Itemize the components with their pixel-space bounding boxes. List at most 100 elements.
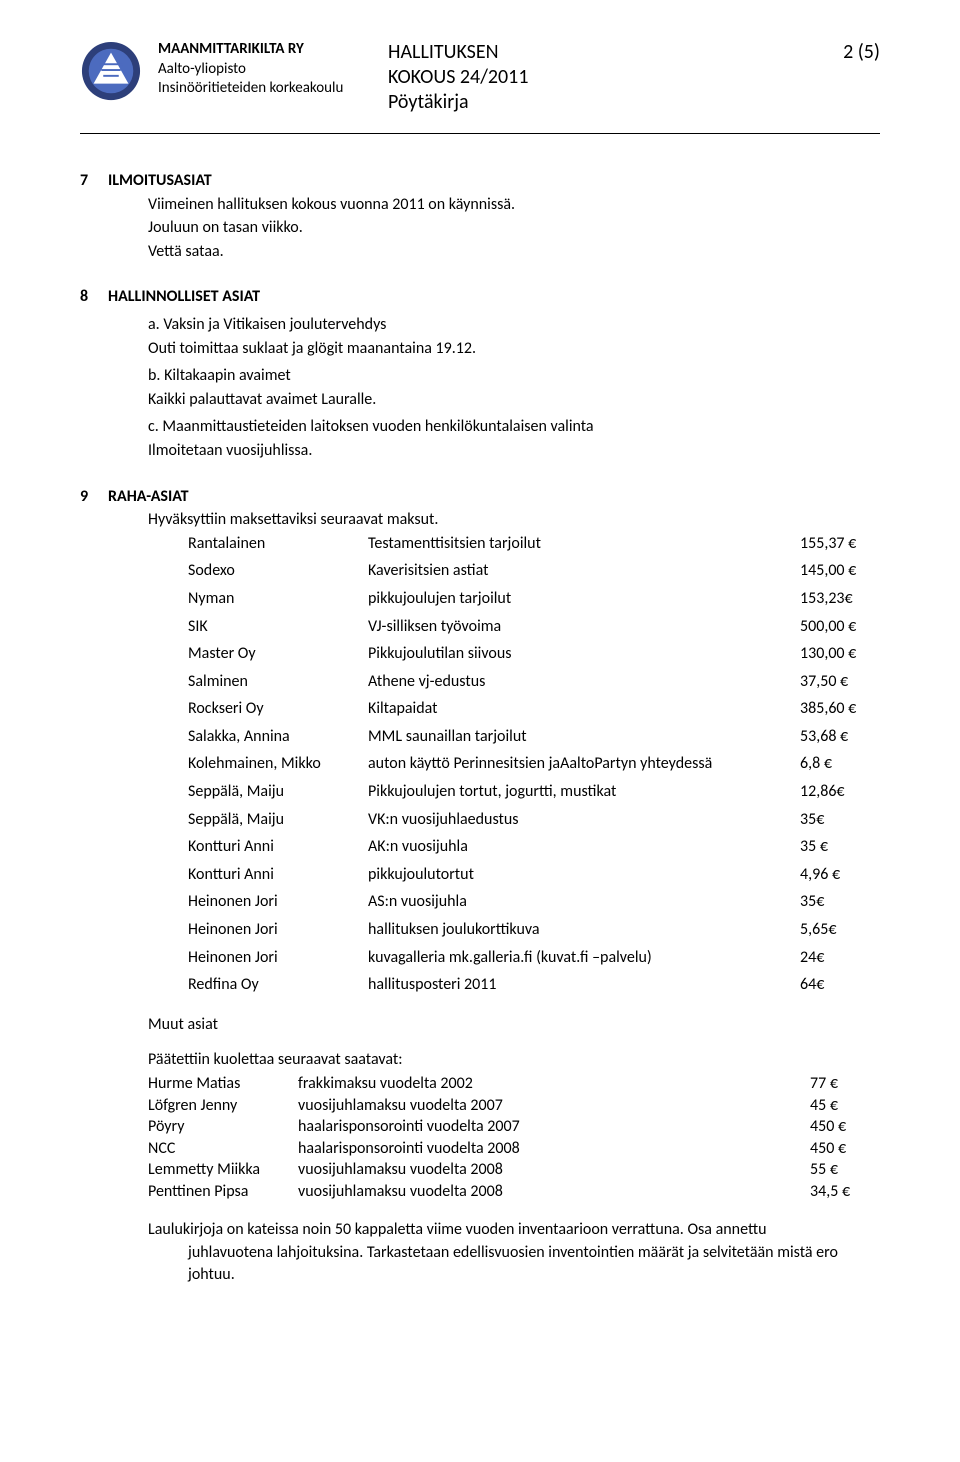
payment-row: SIKVJ-silliksen työvoima500,00 €	[188, 616, 880, 638]
section-7-line: Vettä sataa.	[148, 241, 880, 263]
payment-amount: 24€	[800, 947, 880, 969]
payment-payee: Heinonen Jori	[188, 947, 368, 969]
section-8-number: 8	[80, 286, 108, 463]
payment-description: auton käyttö Perinnesitsien jaAaltoParty…	[368, 753, 800, 775]
muut-asiat-label: Muut asiat	[148, 1014, 880, 1036]
section-7-title: ILMOITUSASIAT	[108, 170, 880, 192]
receivable-description: vuosijuhlamaksu vuodelta 2007	[298, 1095, 810, 1117]
payment-description: Pikkujoulujen tortut, jogurtti, mustikat	[368, 781, 800, 803]
payment-row: RantalainenTestamenttisitsien tarjoilut1…	[188, 533, 880, 555]
payment-row: Salakka, AnninaMML saunaillan tarjoilut5…	[188, 726, 880, 748]
receivable-row: Penttinen Pipsavuosijuhlamaksu vuodelta …	[148, 1181, 880, 1203]
payment-row: Heinonen JoriAS:n vuosijuhla35€	[188, 891, 880, 913]
payment-row: Heinonen Jorikuvagalleria mk.galleria.fi…	[188, 947, 880, 969]
section-8c-label: c. Maanmittaustieteiden laitoksen vuoden…	[148, 416, 880, 438]
payment-amount: 155,37 €	[800, 533, 880, 555]
payment-amount: 500,00 €	[800, 616, 880, 638]
payment-description: hallituksen joulukorttikuva	[368, 919, 800, 941]
payment-row: Heinonen Jorihallituksen joulukorttikuva…	[188, 919, 880, 941]
organization-line3: Insinööritieteiden korkeakoulu	[158, 79, 388, 99]
payment-payee: Salakka, Annina	[188, 726, 368, 748]
meeting-block: HALLITUKSEN KOKOUS 24/2011 Pöytäkirja	[388, 40, 608, 115]
receivable-debtor: Penttinen Pipsa	[148, 1181, 298, 1203]
organization-name: MAANMITTARIKILTA RY	[158, 40, 388, 60]
payment-description: Testamenttisitsien tarjoilut	[368, 533, 800, 555]
payment-amount: 64€	[800, 974, 880, 996]
payment-amount: 5,65€	[800, 919, 880, 941]
closing-line2: juhlavuotena lahjoituksina. Tarkastetaan…	[188, 1242, 880, 1285]
section-8b-label: b. Kiltakaapin avaimet	[148, 365, 880, 387]
payment-row: Master OyPikkujoulutilan siivous130,00 €	[188, 643, 880, 665]
section-7-number: 7	[80, 170, 108, 264]
receivable-amount: 450 €	[810, 1116, 880, 1138]
receivable-description: vuosijuhlamaksu vuodelta 2008	[298, 1181, 810, 1203]
payment-row: SodexoKaverisitsien astiat145,00 €	[188, 560, 880, 582]
receivables-table: Hurme Matiasfrakkimaksu vuodelta 200277 …	[148, 1073, 880, 1203]
receivable-row: Lemmetty Miikkavuosijuhlamaksu vuodelta …	[148, 1159, 880, 1181]
organization-logo-icon	[80, 40, 142, 102]
page: MAANMITTARIKILTA RY Aalto-yliopisto Insi…	[0, 0, 960, 1462]
payment-amount: 53,68 €	[800, 726, 880, 748]
section-9-title: RAHA-ASIAT	[108, 486, 880, 508]
payment-row: Kontturi AnniAK:n vuosijuhla35 €	[188, 836, 880, 858]
section-8-body: HALLINNOLLISET ASIAT a. Vaksin ja Vitika…	[108, 286, 880, 463]
organization-line2: Aalto-yliopisto	[158, 60, 388, 80]
section-7: 7 ILMOITUSASIAT Viimeinen hallituksen ko…	[80, 170, 880, 264]
payment-row: Rockseri OyKiltapaidat385,60 €	[188, 698, 880, 720]
receivable-amount: 77 €	[810, 1073, 880, 1095]
payment-row: SalminenAthene vj-edustus37,50 €	[188, 671, 880, 693]
payment-description: Kiltapaidat	[368, 698, 800, 720]
payment-amount: 4,96 €	[800, 864, 880, 886]
payment-amount: 35€	[800, 809, 880, 831]
receivable-row: NCChaalarisponsorointi vuodelta 2008450 …	[148, 1138, 880, 1160]
meeting-line3: Pöytäkirja	[388, 90, 608, 115]
section-9-intro: Hyväksyttiin maksettaviksi seuraavat mak…	[148, 509, 880, 531]
receivable-description: haalarisponsorointi vuodelta 2008	[298, 1138, 810, 1160]
section-8-title: HALLINNOLLISET ASIAT	[108, 286, 880, 308]
receivable-debtor: Lemmetty Miikka	[148, 1159, 298, 1181]
payment-payee: Master Oy	[188, 643, 368, 665]
payment-amount: 145,00 €	[800, 560, 880, 582]
payment-description: kuvagalleria mk.galleria.fi (kuvat.fi –p…	[368, 947, 800, 969]
section-8: 8 HALLINNOLLISET ASIAT a. Vaksin ja Viti…	[80, 286, 880, 463]
receivable-row: Pöyryhaalarisponsorointi vuodelta 200745…	[148, 1116, 880, 1138]
section-7-body: ILMOITUSASIAT Viimeinen hallituksen koko…	[108, 170, 880, 264]
header-rule	[80, 133, 880, 134]
payment-description: pikkujoulujen tarjoilut	[368, 588, 800, 610]
section-9: 9 RAHA-ASIAT Hyväksyttiin maksettaviksi …	[80, 486, 880, 1288]
receivable-debtor: Pöyry	[148, 1116, 298, 1138]
document-header: MAANMITTARIKILTA RY Aalto-yliopisto Insi…	[80, 40, 880, 115]
receivable-amount: 55 €	[810, 1159, 880, 1181]
payment-amount: 37,50 €	[800, 671, 880, 693]
payment-amount: 12,86€	[800, 781, 880, 803]
payment-amount: 153,23€	[800, 588, 880, 610]
section-9-body: RAHA-ASIAT Hyväksyttiin maksettaviksi se…	[108, 486, 880, 1288]
payment-amount: 130,00 €	[800, 643, 880, 665]
payment-description: MML saunaillan tarjoilut	[368, 726, 800, 748]
payment-payee: Rantalainen	[188, 533, 368, 555]
payment-row: Kolehmainen, Mikkoauton käyttö Perinnesi…	[188, 753, 880, 775]
payment-payee: Rockseri Oy	[188, 698, 368, 720]
payment-payee: Kontturi Anni	[188, 836, 368, 858]
receivable-amount: 34,5 €	[810, 1181, 880, 1203]
payment-payee: Seppälä, Maiju	[188, 809, 368, 831]
receivable-debtor: Hurme Matias	[148, 1073, 298, 1095]
payment-payee: Kontturi Anni	[188, 864, 368, 886]
section-8a-label: a. Vaksin ja Vitikaisen joulutervehdys	[148, 314, 880, 336]
payment-description: hallitusposteri 2011	[368, 974, 800, 996]
receivable-debtor: Löfgren Jenny	[148, 1095, 298, 1117]
receivable-amount: 45 €	[810, 1095, 880, 1117]
section-8b-line: Kaikki palauttavat avaimet Lauralle.	[148, 389, 880, 411]
payment-description: Pikkujoulutilan siivous	[368, 643, 800, 665]
receivable-row: Löfgren Jennyvuosijuhlamaksu vuodelta 20…	[148, 1095, 880, 1117]
payment-description: AK:n vuosijuhla	[368, 836, 800, 858]
meeting-line1: HALLITUKSEN	[388, 40, 608, 65]
payment-description: AS:n vuosijuhla	[368, 891, 800, 913]
payment-payee: Salminen	[188, 671, 368, 693]
section-8c-line: Ilmoitetaan vuosijuhlissa.	[148, 440, 880, 462]
payment-description: VK:n vuosijuhlaedustus	[368, 809, 800, 831]
payment-row: Kontturi Annipikkujoulutortut4,96 €	[188, 864, 880, 886]
closing-line1: Laulukirjoja on kateissa noin 50 kappale…	[148, 1219, 880, 1241]
payments-table: RantalainenTestamenttisitsien tarjoilut1…	[188, 533, 880, 996]
payment-payee: SIK	[188, 616, 368, 638]
